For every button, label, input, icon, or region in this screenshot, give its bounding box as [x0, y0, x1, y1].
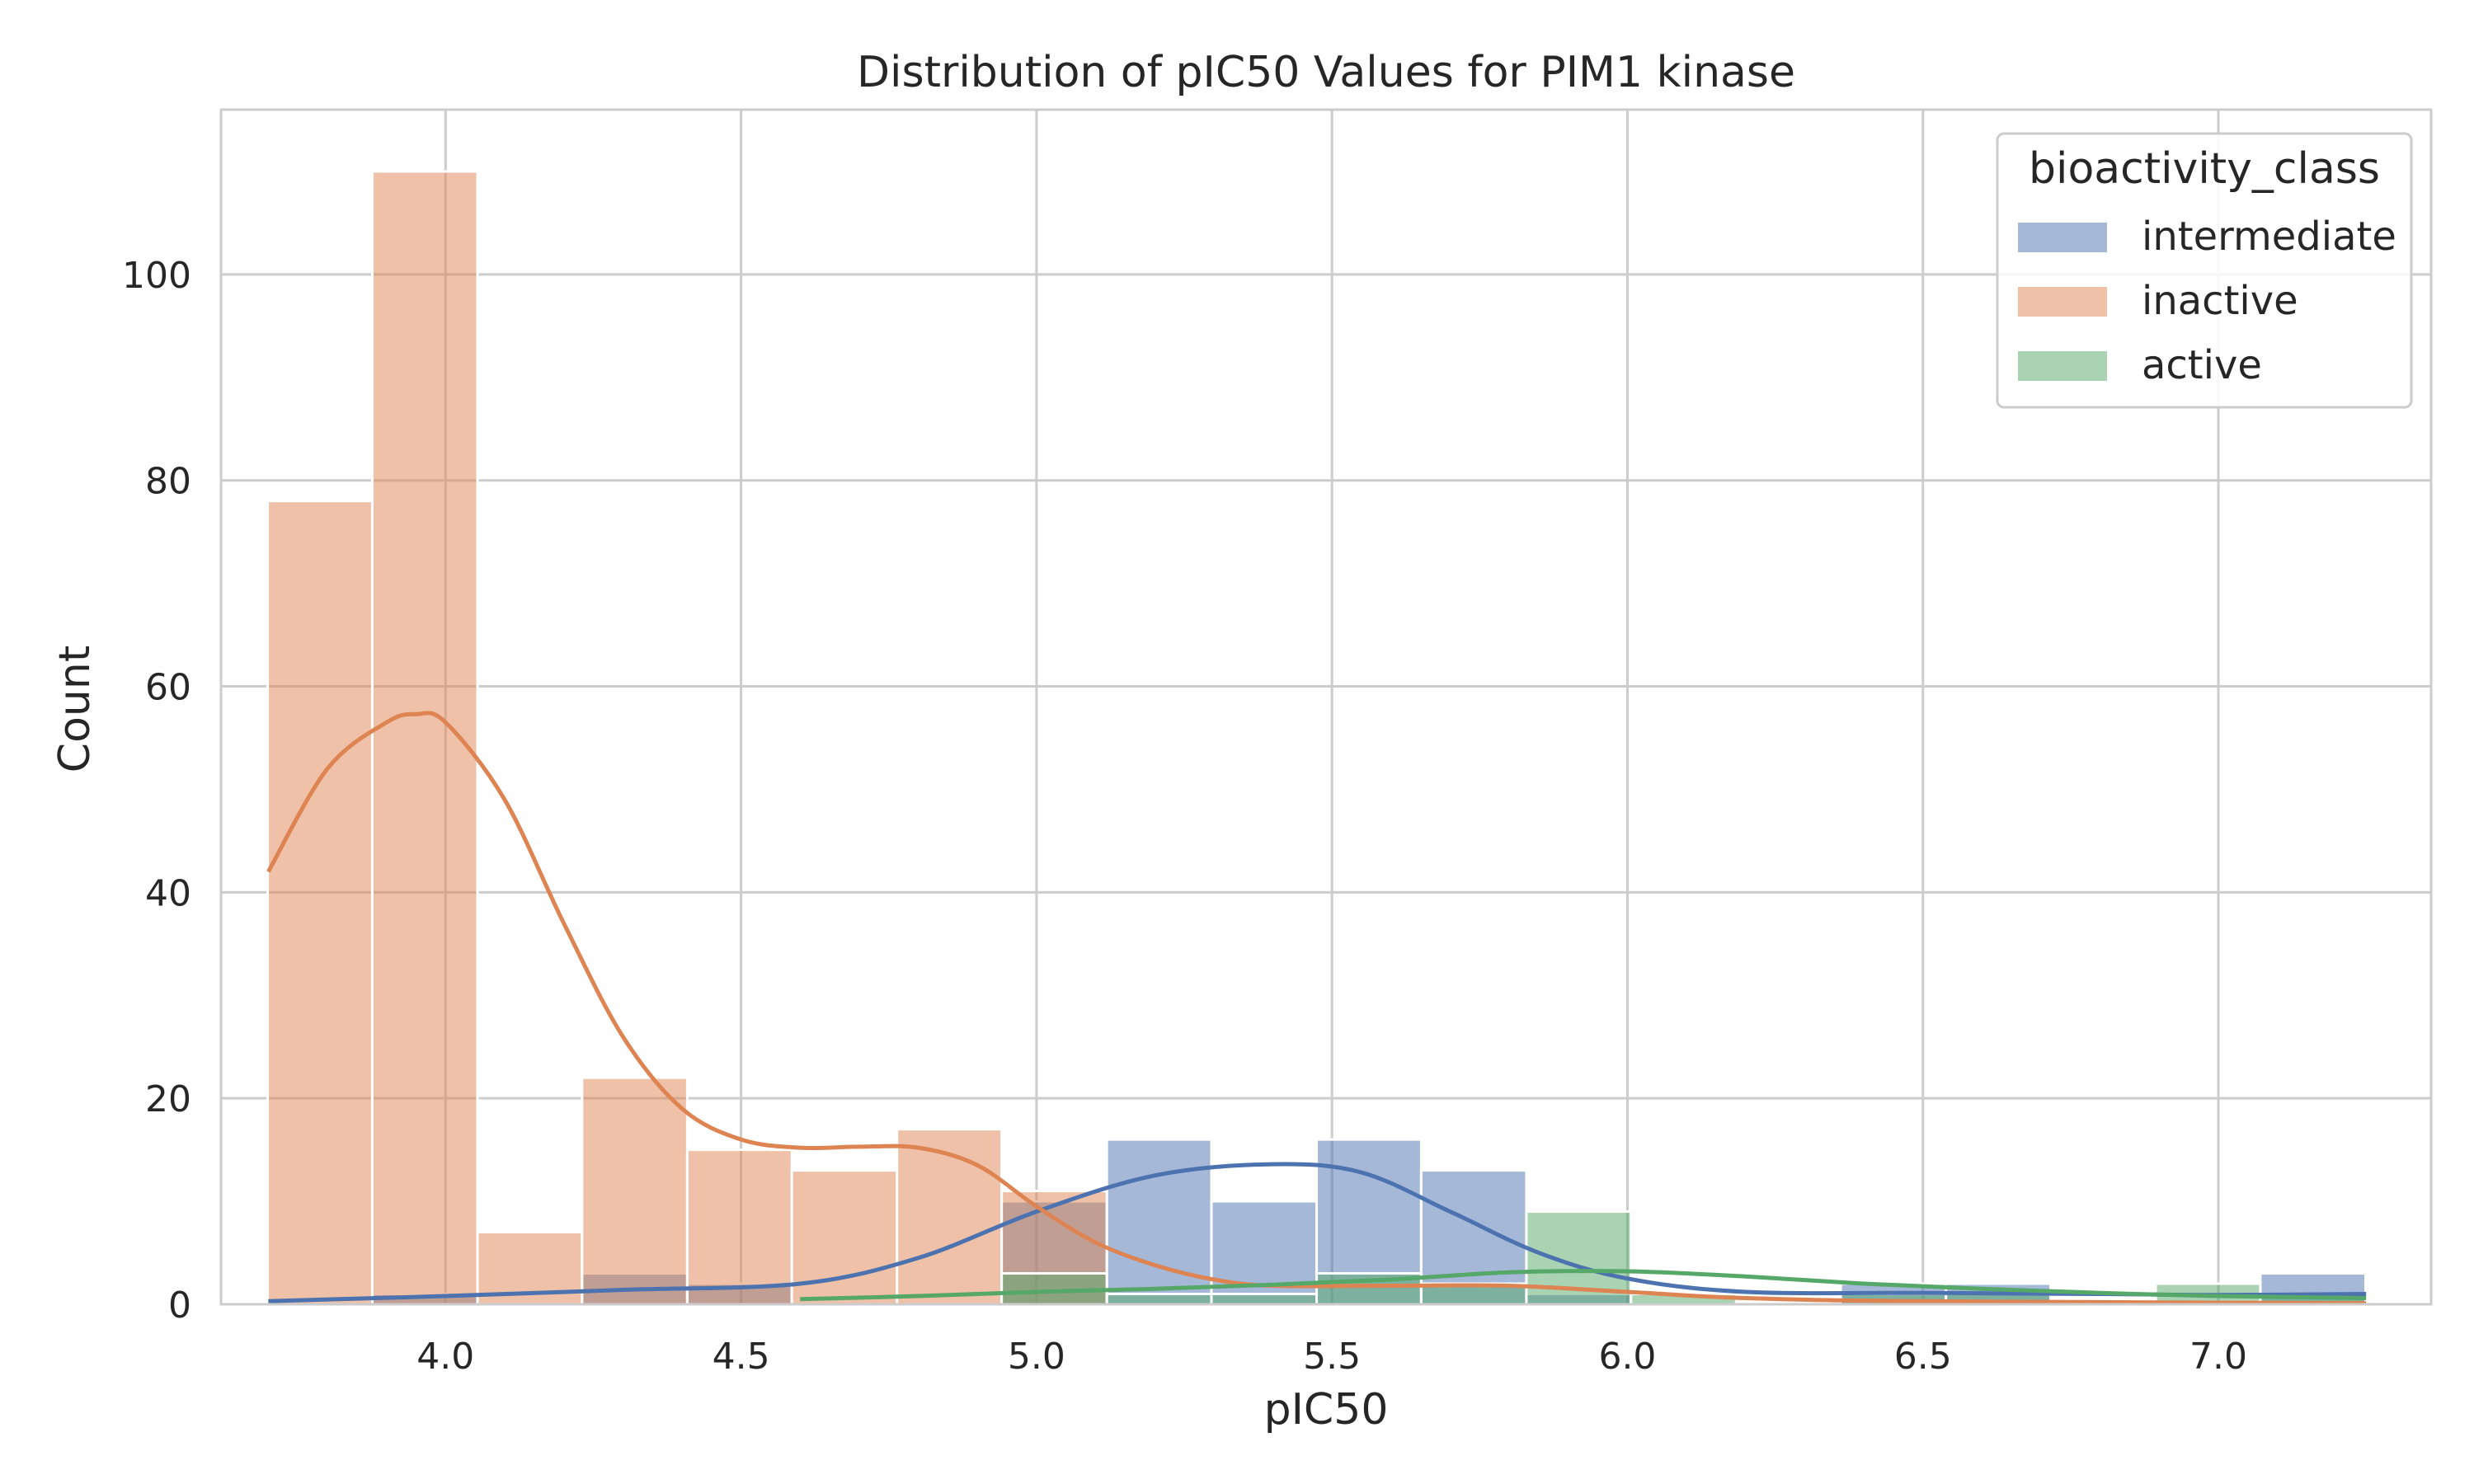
kde-line-inactive	[266, 711, 2367, 1306]
y-tick-label: 20	[145, 1078, 191, 1120]
legend-label-active: active	[2142, 342, 2262, 388]
bar-active	[1210, 1293, 1319, 1306]
legend-title: bioactivity_class	[2029, 144, 2380, 194]
legend-label-inactive: inactive	[2142, 278, 2298, 324]
y-tick-label: 100	[122, 255, 191, 297]
x-axis-label: pIC50	[1264, 1385, 1389, 1435]
bar-intermediate	[1419, 1169, 1528, 1306]
y-tick-label: 40	[145, 872, 191, 914]
kde-line-intermediate	[268, 1162, 2367, 1303]
legend: bioactivity_class intermediate inactive …	[1996, 132, 2413, 409]
legend-label-intermediate: intermediate	[2142, 214, 2396, 260]
bar-inactive	[266, 500, 374, 1306]
legend-swatch-active	[2018, 351, 2107, 381]
bar-intermediate	[1105, 1138, 1213, 1306]
x-tick-label: 4.0	[416, 1336, 474, 1378]
y-axis-ticks: 0 20 40 60 80 100	[122, 255, 191, 1327]
y-axis-label: Count	[50, 646, 100, 773]
x-tick-label: 6.5	[1894, 1336, 1952, 1378]
x-axis-ticks: 4.0 4.5 5.0 5.5 6.0 6.5 7.0	[416, 1336, 2247, 1378]
bar-inactive	[685, 1148, 793, 1306]
bar-inactive	[581, 1076, 689, 1306]
bar-intermediate	[1210, 1200, 1319, 1306]
x-tick-label: 5.5	[1303, 1336, 1361, 1378]
kde-curves	[266, 711, 2367, 1306]
x-tick-label: 6.0	[1598, 1336, 1656, 1378]
kde-line-active	[800, 1269, 2367, 1302]
y-tick-label: 0	[168, 1284, 191, 1327]
legend-swatch-inactive	[2018, 287, 2107, 317]
chart-title: Distribution of pIC50 Values for PIM1 ki…	[857, 48, 1795, 97]
plot-frame	[219, 108, 2433, 1306]
y-tick-label: 60	[145, 667, 191, 709]
x-tick-label: 4.5	[713, 1336, 770, 1378]
legend-frame	[1996, 132, 2413, 409]
y-tick-label: 80	[145, 461, 191, 503]
x-tick-label: 7.0	[2189, 1336, 2247, 1378]
x-tick-label: 5.0	[1008, 1336, 1065, 1378]
bar-active	[1105, 1293, 1213, 1306]
legend-swatch-intermediate	[2018, 223, 2107, 252]
